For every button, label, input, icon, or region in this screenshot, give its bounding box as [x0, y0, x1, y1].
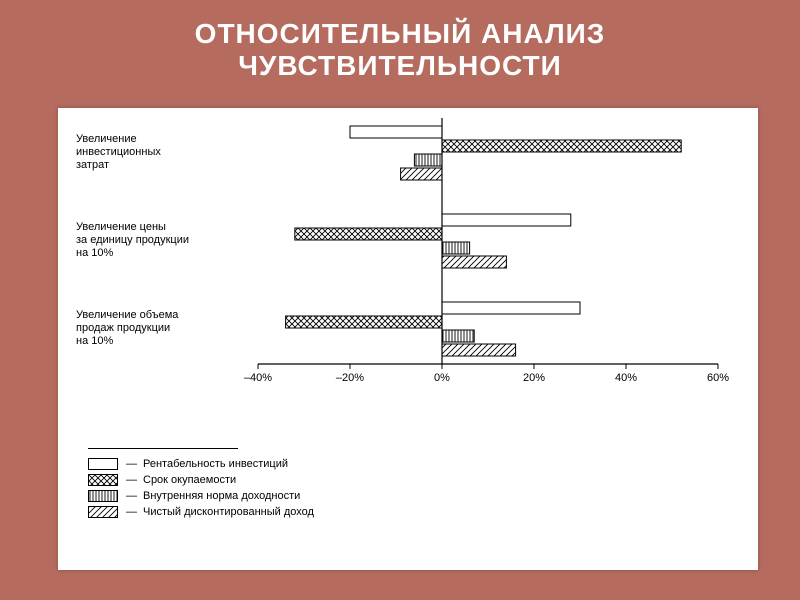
slide-root: ОТНОСИТЕЛЬНЫЙ АНАЛИЗ ЧУВСТВИТЕЛЬНОСТИ Ув…: [0, 0, 800, 600]
slide-title: ОТНОСИТЕЛЬНЫЙ АНАЛИЗ ЧУВСТВИТЕЛЬНОСТИ: [0, 0, 800, 82]
bar: [350, 126, 442, 138]
chart-panel: Увеличение инвестиционных затратУвеличен…: [58, 108, 758, 570]
title-line2: ЧУВСТВИТЕЛЬНОСТИ: [238, 50, 562, 81]
bar: [442, 302, 580, 314]
legend-swatch: [88, 506, 118, 518]
legend-swatch: [88, 474, 118, 486]
legend-item: —Срок окупаемости: [88, 474, 314, 486]
sensitivity-bar-chart: [58, 108, 758, 428]
bar: [442, 256, 506, 268]
legend-swatch: [88, 458, 118, 470]
bar: [442, 214, 571, 226]
bar: [442, 242, 470, 254]
bar: [295, 228, 442, 240]
legend-divider: [88, 448, 238, 449]
bar: [401, 168, 442, 180]
legend-label: Рентабельность инвестиций: [143, 458, 288, 470]
bar: [442, 140, 681, 152]
legend-item: —Чистый дисконтированный доход: [88, 506, 314, 518]
legend-swatch: [88, 490, 118, 502]
title-line1: ОТНОСИТЕЛЬНЫЙ АНАЛИЗ: [195, 18, 606, 49]
bar: [442, 330, 474, 342]
legend-item: —Внутренняя норма доходности: [88, 490, 314, 502]
legend-label: Срок окупаемости: [143, 474, 236, 486]
legend-label: Внутренняя норма доходности: [143, 490, 300, 502]
bar: [442, 344, 516, 356]
bar: [414, 154, 442, 166]
legend-label: Чистый дисконтированный доход: [143, 506, 314, 518]
bar: [286, 316, 442, 328]
legend-item: —Рентабельность инвестиций: [88, 458, 314, 470]
legend: —Рентабельность инвестиций —Срок окупаемо…: [88, 458, 314, 522]
